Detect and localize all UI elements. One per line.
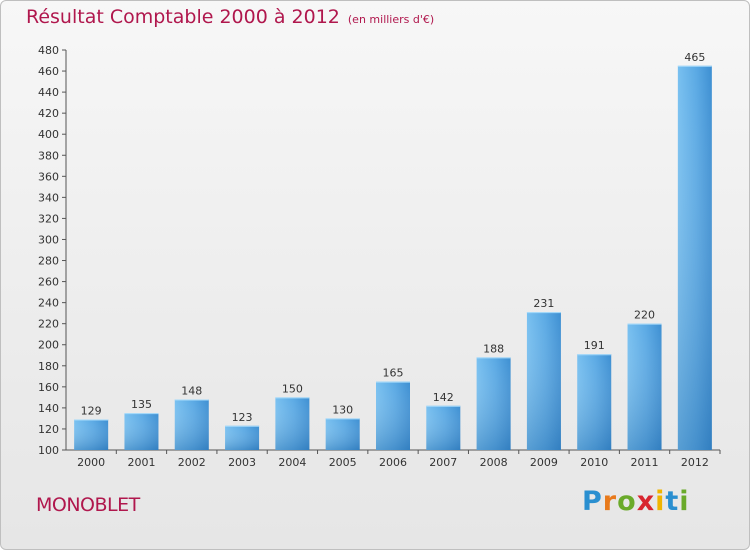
proxiti-logo: Proxiti [582, 486, 690, 517]
y-tick-label: 280 [38, 255, 59, 268]
y-tick-label: 340 [38, 191, 59, 204]
value-label-2005: 130 [332, 403, 353, 416]
y-tick-label: 440 [38, 86, 59, 99]
x-tick-label: 2000 [77, 456, 105, 469]
bar-shade-2006 [376, 381, 410, 450]
commune-name: MONOBLET [36, 494, 140, 516]
x-tick-label: 2005 [329, 456, 357, 469]
bar-shade-2009 [526, 312, 561, 450]
chart-title: Résultat Comptable 2000 à 2012 [26, 6, 340, 28]
logo-letter: o [617, 486, 637, 517]
value-labels: 129 135 148 123 150 130 165 142 188 231 191 220 465 [81, 51, 706, 424]
y-tick-label: 220 [38, 318, 59, 331]
chart-title-block: Résultat Comptable 2000 à 2012 (en millie… [26, 6, 434, 28]
y-tick-label: 300 [38, 233, 59, 246]
chart-subtitle: (en milliers d'€) [347, 13, 435, 26]
value-label-2001: 135 [131, 398, 152, 411]
y-tick-label: 120 [38, 423, 59, 436]
y-tick-label: 380 [38, 149, 59, 162]
bar-shade-2000 [74, 419, 109, 450]
x-tick-label: 2008 [480, 456, 508, 469]
logo-letter: i [655, 486, 666, 517]
logo-letter: x [636, 486, 656, 517]
y-tick-label: 240 [38, 297, 59, 310]
bar-shade-2004 [275, 397, 310, 450]
value-label-2000: 129 [81, 404, 102, 417]
y-tick-label: 420 [38, 107, 59, 120]
logo-letter: t [665, 486, 680, 517]
logo-letter: P [582, 486, 603, 517]
y-tick-label: 400 [38, 128, 59, 141]
value-label-2002: 148 [181, 384, 202, 397]
bar-shade-2005 [325, 418, 360, 450]
value-label-2010: 191 [584, 339, 605, 352]
value-label-2003: 123 [232, 411, 253, 424]
x-tick-label: 2006 [379, 456, 407, 469]
y-tick-label: 320 [38, 212, 59, 225]
bar-shade-2008 [476, 357, 511, 450]
x-tick-label: 2009 [530, 456, 558, 469]
y-tick-label: 460 [38, 65, 59, 78]
y-tick-label: 200 [38, 339, 59, 352]
y-tick-label: 100 [38, 444, 59, 457]
value-label-2009: 231 [533, 297, 554, 310]
x-tick-label: 2010 [580, 456, 608, 469]
x-tick-label: 2012 [681, 456, 709, 469]
y-tick-label: 160 [38, 381, 59, 394]
logo-letter: r [602, 486, 618, 517]
y-tick-label: 360 [38, 170, 59, 183]
x-tick-label: 2001 [127, 456, 155, 469]
value-label-2008: 188 [483, 342, 504, 355]
value-label-2006: 165 [383, 367, 404, 380]
value-label-2004: 150 [282, 382, 303, 395]
bar-shade-2012 [677, 65, 712, 450]
x-tick-label: 2011 [631, 456, 659, 469]
x-tick-label: 2007 [429, 456, 457, 469]
x-tick-label: 2003 [228, 456, 256, 469]
axes: 100 120 140 160 180 200 220 240 260 280 300 320 340 3… [38, 44, 721, 469]
bar-shade-2001 [124, 413, 159, 450]
y-tick-label: 260 [38, 276, 59, 289]
y-tick-label: 180 [38, 360, 59, 373]
value-label-2007: 142 [433, 391, 454, 404]
x-tick-label: 2002 [178, 456, 206, 469]
bar-shade-2003 [225, 425, 260, 450]
value-label-2011: 220 [634, 309, 655, 322]
bar-shade-2002 [174, 399, 209, 450]
value-label-2012: 465 [684, 51, 705, 64]
bar-shade-2007 [426, 405, 461, 450]
bars [74, 65, 712, 450]
bar-shade-2011 [627, 323, 662, 450]
bar-shade-2010 [577, 354, 612, 450]
logo-letter: i [679, 486, 690, 517]
y-tick-label: 480 [38, 44, 59, 57]
y-tick-label: 140 [38, 402, 59, 415]
x-tick-label: 2004 [278, 456, 306, 469]
